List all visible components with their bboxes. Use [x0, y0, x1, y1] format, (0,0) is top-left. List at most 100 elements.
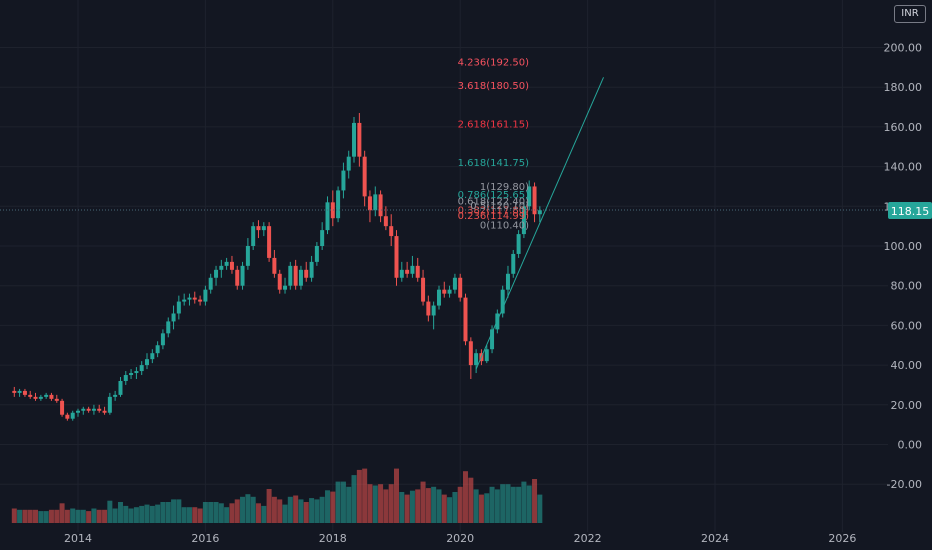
candle-body: [426, 301, 431, 316]
volume-bar: [155, 504, 161, 523]
candle-body: [373, 194, 378, 211]
volume-bar: [415, 489, 421, 523]
volume-bar: [510, 486, 516, 523]
volume-bar: [139, 505, 145, 523]
price-tick-label: 80.00: [891, 280, 923, 293]
volume-bar: [165, 502, 171, 523]
candle-body: [362, 156, 367, 197]
candle-body: [436, 289, 441, 306]
candle-body: [198, 299, 203, 302]
price-axis[interactable]: 200.00180.00160.00140.00120.00100.0080.0…: [884, 42, 923, 492]
candle-body: [38, 396, 43, 399]
candle-body: [527, 186, 532, 207]
volume-bar: [431, 486, 437, 523]
volume-bar: [33, 509, 39, 523]
candle-body: [410, 265, 415, 274]
volume-bar: [436, 489, 442, 523]
volume-bar: [505, 484, 511, 523]
volume-bar: [112, 508, 118, 523]
candle-body: [463, 297, 468, 342]
volume-bar: [404, 494, 410, 523]
volume-bar: [144, 504, 150, 523]
volume-bar: [351, 475, 357, 523]
candle-body: [399, 269, 404, 278]
volume-bar: [346, 486, 352, 523]
volume-bar: [388, 484, 394, 523]
volume-bar: [186, 507, 192, 523]
volume-bar: [362, 468, 368, 523]
volume-bar: [261, 505, 267, 523]
volume-bar: [22, 509, 28, 523]
candle-body: [532, 186, 537, 215]
volume-bar: [298, 499, 304, 523]
candlestick-series: [12, 113, 542, 421]
price-tick-label: 100.00: [884, 240, 923, 253]
time-tick-label: 2018: [319, 532, 347, 545]
price-tick-label: 140.00: [884, 161, 923, 174]
volume-bar: [537, 494, 543, 523]
price-tick-label: 20.00: [891, 399, 923, 412]
volume-bar: [224, 507, 230, 523]
candle-body: [256, 226, 261, 231]
volume-bar: [128, 508, 134, 523]
price-tick-label: 180.00: [884, 81, 923, 94]
volume-bar: [340, 481, 346, 523]
fib-level-label: 2.618(161.15): [458, 120, 530, 131]
volume-bar: [457, 486, 463, 523]
volume-bar: [54, 509, 60, 523]
candle-body: [17, 390, 22, 393]
candle-body: [70, 412, 75, 419]
candle-body: [166, 321, 171, 334]
volume-bar: [160, 502, 166, 523]
volume-bar: [266, 489, 272, 523]
volume-bar: [11, 508, 17, 523]
candle-body: [272, 257, 277, 274]
candle-body: [537, 210, 542, 215]
volume-bar: [420, 481, 426, 523]
candle-body: [330, 202, 335, 219]
volume-bar: [271, 496, 277, 523]
candle-body: [60, 400, 65, 415]
candle-body: [22, 390, 27, 395]
candle-body: [65, 414, 70, 419]
candle-body: [458, 277, 463, 298]
volume-bar: [102, 509, 108, 523]
candle-body: [336, 190, 341, 219]
last-price-badge: 118.15: [888, 202, 932, 219]
candle-body: [208, 277, 213, 290]
volume-bar: [516, 486, 522, 523]
volume-bar: [462, 471, 468, 523]
volume-bar: [532, 479, 538, 523]
candle-body: [44, 394, 49, 397]
trend-line[interactable]: [475, 77, 604, 370]
volume-bar: [17, 509, 23, 523]
volume-bar: [176, 499, 182, 523]
volume-bar: [394, 468, 399, 523]
candle-body: [346, 156, 351, 171]
candle-body: [383, 216, 388, 227]
time-tick-label: 2020: [446, 532, 474, 545]
currency-selector[interactable]: INR: [894, 5, 926, 23]
candle-body: [325, 202, 330, 231]
candle-body: [309, 261, 314, 278]
volume-bar: [202, 502, 208, 523]
candle-body: [288, 265, 293, 286]
volume-bar: [38, 511, 44, 523]
volume-bar: [325, 490, 331, 523]
candle-body: [521, 206, 526, 235]
candle-body: [261, 226, 266, 231]
price-tick-label: 40.00: [891, 359, 923, 372]
fib-level-label: 3.618(180.50): [458, 81, 530, 92]
candle-body: [219, 265, 224, 270]
volume-bar: [452, 492, 458, 523]
volume-bar: [107, 500, 113, 523]
candle-body: [192, 297, 197, 300]
fibonacci-extension[interactable]: 0(110.40)0.236(114.99)0.382(117.80)0.5(1…: [458, 57, 530, 231]
candle-body: [245, 246, 250, 266]
candle-body: [12, 390, 17, 393]
fib-level-label: 0.786(125.65): [458, 190, 530, 201]
time-axis[interactable]: 2014 2016 2018 2020 2022 2024 2026: [64, 532, 856, 545]
volume-bar: [378, 484, 384, 523]
price-tick-label: 0.00: [898, 439, 923, 452]
